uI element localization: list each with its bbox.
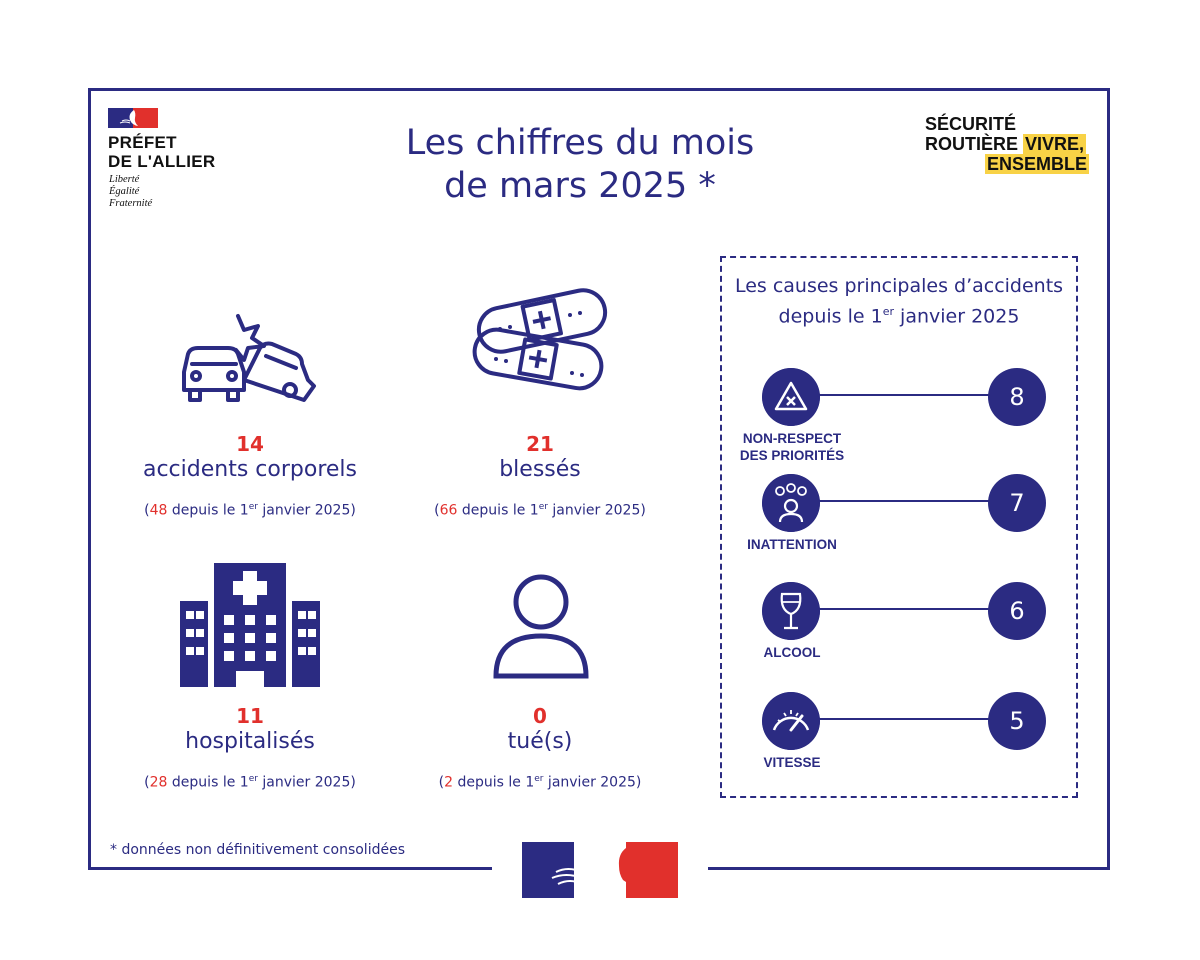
stat-accidents: 14 accidents corporels (48 depuis le 1er…	[100, 432, 400, 520]
cause-label: NON-RESPECT DES PRIORITÉS	[739, 431, 845, 463]
stat-label: blessés	[499, 457, 581, 482]
devise-liberte: Liberté	[109, 174, 140, 185]
cause-alcool: 6 ALCOOL	[722, 582, 1076, 692]
cause-value: 7	[988, 474, 1046, 532]
stat-hospitalises: 11 hospitalisés (28 depuis le 1er janvie…	[100, 704, 400, 792]
devise: Liberté Égalité Fraternité	[109, 174, 152, 210]
person-icon	[493, 574, 589, 679]
causes-title-line1: Les causes principales d’accidents	[734, 275, 1064, 297]
distracted-person-icon	[762, 474, 820, 532]
footnote: * données non définitivement consolidées	[110, 842, 405, 858]
devise-fraternite: Fraternité	[109, 198, 153, 209]
marianne-logo-small	[108, 108, 158, 128]
cause-connector	[792, 394, 992, 396]
prefet-line1: PRÉFET	[108, 133, 177, 152]
causes-title: Les causes principales d’accidents depui…	[722, 274, 1076, 329]
title-line1: Les chiffres du mois	[405, 123, 755, 163]
sr-line1: SÉCURITÉ	[925, 114, 1017, 134]
causes-panel: Les causes principales d’accidents depui…	[720, 256, 1078, 798]
cause-value: 8	[988, 368, 1046, 426]
title-line2: de mars 2025 *	[444, 166, 716, 206]
cause-priorites: 8 NON-RESPECT DES PRIORITÉS	[722, 368, 1076, 478]
prefet-name: PRÉFET DE L'ALLIER	[108, 133, 215, 171]
stat-since: (48 depuis le 1er janvier 2025)	[144, 502, 356, 519]
stat-value: 21	[526, 432, 554, 456]
page-title: Les chiffres du mois de mars 2025 *	[360, 122, 800, 208]
cause-vitesse: 5 VITESSE	[722, 692, 1076, 802]
cause-inattention: 7 INATTENTION	[722, 474, 1076, 584]
prefet-line2: DE L'ALLIER	[108, 152, 216, 171]
warning-triangle-icon	[762, 368, 820, 426]
hospital-icon	[180, 563, 320, 687]
securite-routiere-logo: SÉCURITÉ ROUTIÈRE VIVRE, ENSEMBLE	[925, 114, 1090, 174]
bandages-icon	[472, 288, 608, 391]
sr-line2: ROUTIÈRE	[925, 134, 1019, 154]
stat-label: accidents corporels	[142, 457, 357, 482]
cause-value: 5	[988, 692, 1046, 750]
stat-value: 0	[533, 704, 547, 728]
stat-since: (28 depuis le 1er janvier 2025)	[144, 774, 356, 791]
cause-label: INATTENTION	[747, 537, 837, 552]
car-crash-icon	[182, 314, 316, 402]
stat-value: 14	[236, 432, 264, 456]
sr-hl2: ENSEMBLE	[985, 154, 1090, 174]
sr-hl1: VIVRE,	[1023, 134, 1087, 154]
speedometer-icon	[762, 692, 820, 750]
cause-label: VITESSE	[763, 755, 821, 770]
devise-egalite: Égalité	[109, 186, 140, 197]
stat-label: tué(s)	[507, 729, 573, 754]
stat-label: hospitalisés	[185, 729, 315, 754]
stat-since: (66 depuis le 1er janvier 2025)	[434, 502, 646, 519]
cause-connector	[792, 608, 992, 610]
stat-since: (2 depuis le 1er janvier 2025)	[438, 774, 642, 791]
marianne-logo-large	[522, 842, 678, 898]
cause-value: 6	[988, 582, 1046, 640]
stat-value: 11	[236, 704, 264, 728]
stat-tues: 0 tué(s) (2 depuis le 1er janvier 2025)	[390, 704, 690, 792]
cause-connector	[792, 718, 992, 720]
cause-label: ALCOOL	[763, 645, 821, 660]
wine-glass-icon	[762, 582, 820, 640]
cause-connector	[792, 500, 992, 502]
stat-blesses: 21 blessés (66 depuis le 1er janvier 202…	[390, 432, 690, 520]
